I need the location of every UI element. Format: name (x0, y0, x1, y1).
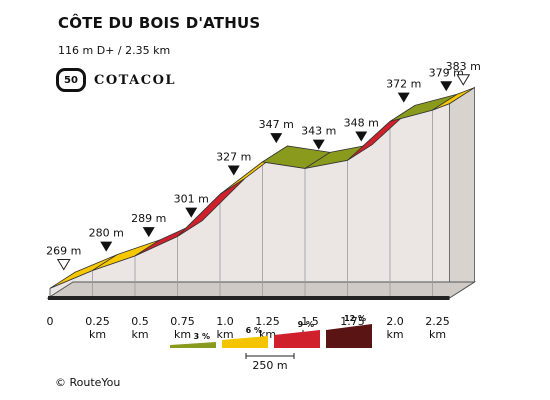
chart-title: CÔTE DU BOIS D'ATHUS (58, 14, 261, 32)
x-tick-label: 2.25 km (425, 315, 450, 341)
x-tick-label: 0 (47, 315, 54, 328)
cotacol-badge: 50 (56, 68, 86, 92)
elevation-label: 280 m (89, 227, 124, 240)
profile-top-segment (432, 87, 475, 111)
profile-end-face (449, 86, 475, 299)
profile-base (46, 281, 477, 299)
gradient-legend-label: 12 % (344, 314, 366, 323)
gradient-legend-label: 9 % (298, 320, 314, 329)
elevation-marker (440, 81, 453, 92)
elevation-marker (397, 92, 410, 103)
elevation-label: 269 m (46, 244, 81, 257)
x-tick-label: 0.5 km (131, 315, 149, 341)
elevation-marker-open (56, 258, 71, 271)
elevation-label: 379 m (429, 66, 464, 79)
elevation-marker (312, 139, 325, 150)
x-tick-label: 2.0 km (386, 315, 404, 341)
climb-stats: 116 m D+ / 2.35 km (58, 44, 171, 57)
elevation-label: 347 m (259, 118, 294, 131)
elevation-marker-open (456, 74, 471, 86)
scale-bar-label: 250 m (252, 359, 287, 372)
gradient-legend-swatch (326, 324, 372, 348)
gradient-legend-swatch (274, 330, 320, 348)
cotacol-logo: 50 COTACOL (56, 66, 176, 94)
elevation-label: 383 m (446, 60, 481, 73)
gradient-legend-label: 6 % (246, 326, 262, 335)
gradient-legend-label: 3 % (194, 332, 210, 341)
x-tick-label: 1.0 km (216, 315, 234, 341)
elevation-label: 348 m (344, 117, 379, 130)
elevation-label: 301 m (174, 193, 209, 206)
copyright-credit: © RouteYou (55, 376, 121, 389)
gradient-legend-swatch (170, 342, 216, 348)
cotacol-text: COTACOL (94, 72, 177, 88)
x-tick-label: 0.25 km (85, 315, 110, 341)
elevation-marker (270, 133, 283, 144)
elevation-label: 343 m (301, 125, 336, 138)
elevation-label: 327 m (216, 151, 251, 164)
elevation-marker (355, 131, 368, 142)
gradient-legend-swatch (222, 336, 268, 348)
elevation-marker (142, 227, 155, 238)
cotacol-number: 50 (64, 74, 78, 86)
elevation-marker (185, 207, 198, 218)
profile-side-face (49, 102, 450, 299)
elevation-label: 289 m (131, 212, 166, 225)
elevation-marker (100, 241, 113, 252)
elevation-label: 372 m (386, 78, 421, 91)
x-tick-label: 0.75 km (170, 315, 195, 341)
elevation-marker (227, 165, 240, 176)
